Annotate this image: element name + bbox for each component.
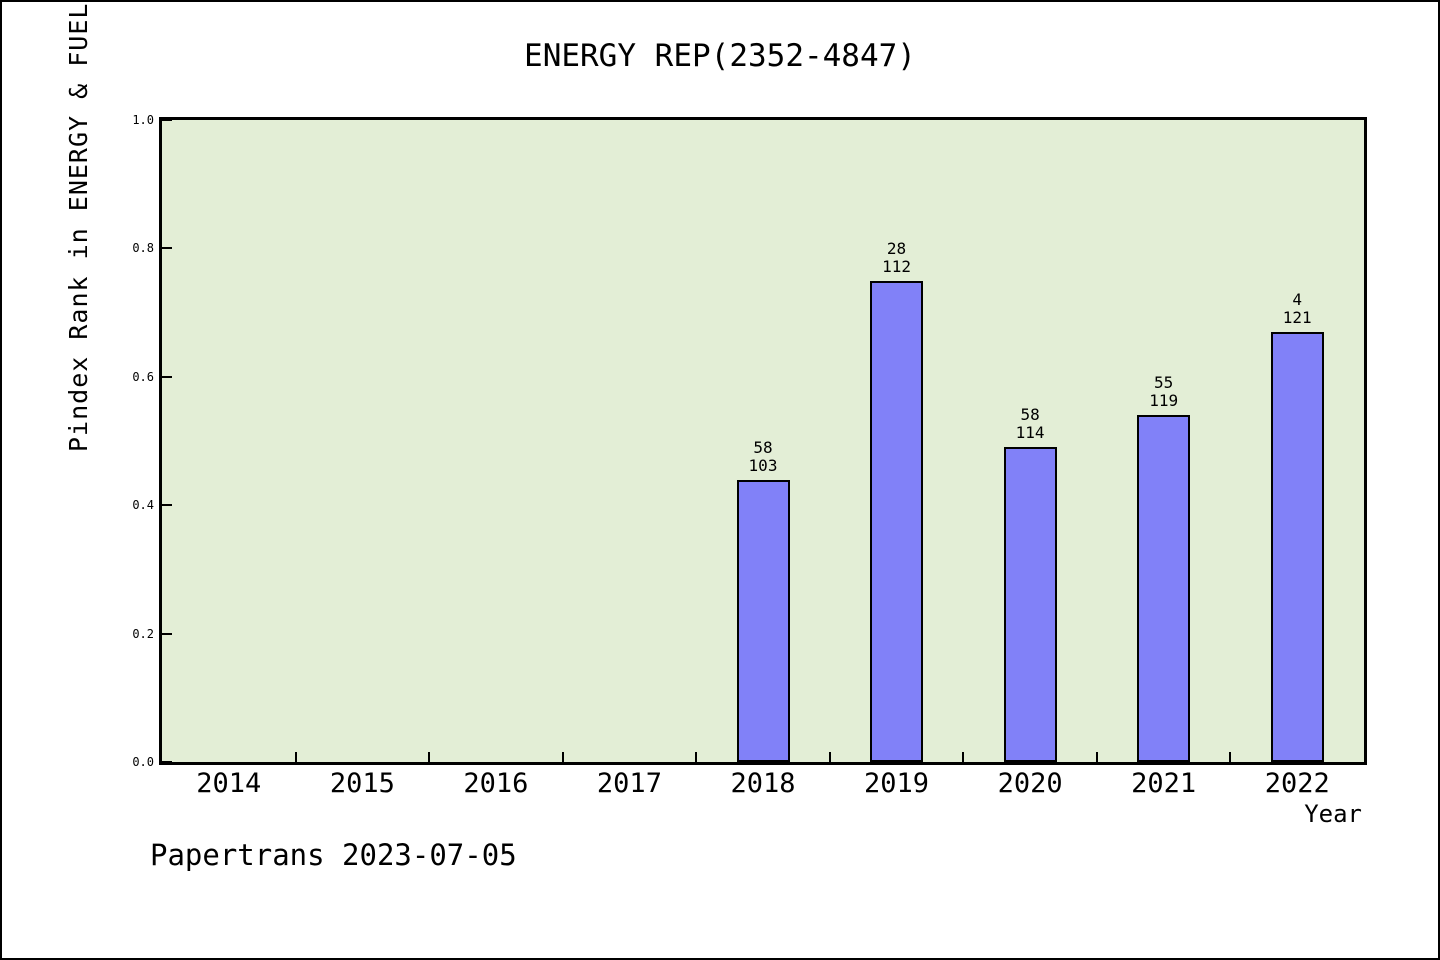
x-axis-title: Year	[1304, 800, 1362, 828]
bar-value-label-2021: 55 119	[1149, 373, 1179, 411]
x-tick-label: 2019	[864, 768, 930, 799]
bar-value-label-2018: 58 103	[748, 437, 778, 475]
y-tick-mark	[162, 761, 172, 763]
y-tick-mark	[162, 247, 172, 250]
x-tick-mark	[294, 752, 297, 762]
bar-value-label-2020: 58 114	[1015, 405, 1045, 443]
bar-2022	[1270, 331, 1324, 762]
x-tick-label: 2016	[463, 768, 529, 799]
y-tick-label: 0.4	[132, 498, 154, 513]
y-tick-label: 0.2	[132, 626, 154, 641]
x-tick-label: 2020	[997, 768, 1063, 799]
y-tick-mark	[162, 119, 172, 121]
x-tick-label: 2018	[730, 768, 796, 799]
bar-value-label-2022: 4 121	[1282, 289, 1312, 327]
x-tick-mark	[695, 752, 698, 762]
watermark-text: Papertrans 2023-07-05	[150, 838, 517, 872]
y-tick-label: 0.6	[132, 369, 154, 384]
x-tick-mark	[1095, 752, 1098, 762]
x-tick-mark	[962, 752, 965, 762]
x-tick-label: 2021	[1131, 768, 1197, 799]
x-tick-label: 2015	[329, 768, 395, 799]
y-tick-mark	[162, 632, 172, 635]
y-tick-mark	[162, 375, 172, 378]
x-tick-label: 2014	[196, 768, 262, 799]
x-tick-label: 2017	[596, 768, 662, 799]
x-tick-mark	[828, 752, 831, 762]
y-tick-label: 1.0	[132, 113, 154, 127]
y-tick-label: 0.0	[132, 755, 154, 769]
chart-title: ENERGY REP(2352-4847)	[524, 38, 916, 74]
x-tick-mark	[1229, 752, 1232, 762]
bar-value-label-2019: 28 112	[882, 238, 911, 276]
y-tick-label: 0.8	[132, 241, 154, 256]
y-tick-mark	[162, 504, 172, 507]
x-tick-label: 2022	[1264, 768, 1330, 799]
x-tick-mark	[561, 752, 564, 762]
bar-2019	[870, 280, 924, 762]
bar-2020	[1003, 447, 1057, 762]
x-tick-mark	[428, 752, 431, 762]
bar-2021	[1137, 415, 1191, 762]
bar-2018	[736, 479, 790, 762]
